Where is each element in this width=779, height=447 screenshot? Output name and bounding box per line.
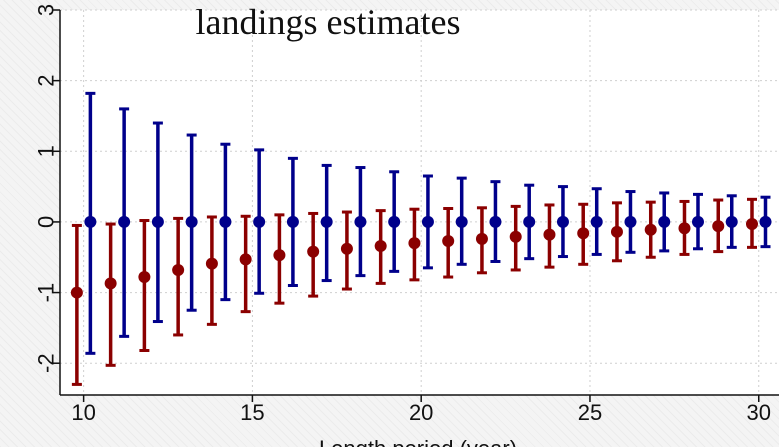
data-point (388, 215, 401, 228)
grid-lines (60, 9, 779, 395)
data-point (543, 228, 556, 241)
data-point (523, 215, 536, 228)
data-point (172, 263, 185, 276)
series-layer (70, 91, 772, 386)
data-point (205, 257, 218, 270)
data-point (219, 215, 232, 228)
data-point (624, 215, 637, 228)
data-point (509, 230, 522, 243)
x-tick-label: 15 (240, 400, 264, 425)
data-point (712, 220, 725, 233)
y-tick-label: -2 (34, 353, 59, 373)
data-point (286, 215, 299, 228)
data-point (239, 253, 252, 266)
data-point (320, 215, 333, 228)
data-point (577, 227, 590, 240)
data-point (455, 215, 468, 228)
data-point (745, 218, 758, 231)
y-tick-label: 1 (34, 145, 59, 157)
data-point (691, 215, 704, 228)
x-tick-label: 20 (409, 400, 433, 425)
data-point (374, 239, 387, 252)
data-point (354, 215, 367, 228)
x-tick-label: 10 (71, 400, 95, 425)
data-point (725, 215, 738, 228)
y-tick-label: 3 (34, 4, 59, 16)
data-point (759, 215, 772, 228)
data-point (408, 237, 421, 250)
data-point (658, 215, 671, 228)
data-point (151, 215, 164, 228)
plot-area (60, 10, 779, 395)
series-2 (84, 91, 772, 355)
data-point (610, 225, 623, 238)
data-point (138, 271, 151, 284)
data-point (644, 223, 657, 236)
x-tick-label: 25 (578, 400, 602, 425)
data-point (475, 232, 488, 245)
data-point (273, 249, 286, 262)
data-point (253, 215, 266, 228)
data-point (185, 215, 198, 228)
x-tick-label: 30 (747, 400, 771, 425)
data-point (489, 215, 502, 228)
axes: -2 -1 0 1 2 3 10 15 20 25 30 (34, 4, 779, 425)
data-point (118, 215, 131, 228)
y-tick-label: 2 (34, 75, 59, 87)
data-point (556, 215, 569, 228)
data-point (590, 215, 603, 228)
y-tick-label: 0 (34, 216, 59, 228)
data-point (340, 242, 353, 255)
data-point (678, 222, 691, 235)
data-point (84, 215, 97, 228)
chart-title: landings estimates (196, 2, 461, 42)
x-axis-label: Length period (year) (319, 436, 517, 447)
data-point (104, 277, 117, 290)
data-point (421, 215, 434, 228)
data-point (442, 235, 455, 247)
data-point (307, 245, 320, 258)
series-1 (70, 197, 758, 386)
y-tick-label: -1 (34, 283, 59, 303)
data-point (70, 286, 83, 299)
